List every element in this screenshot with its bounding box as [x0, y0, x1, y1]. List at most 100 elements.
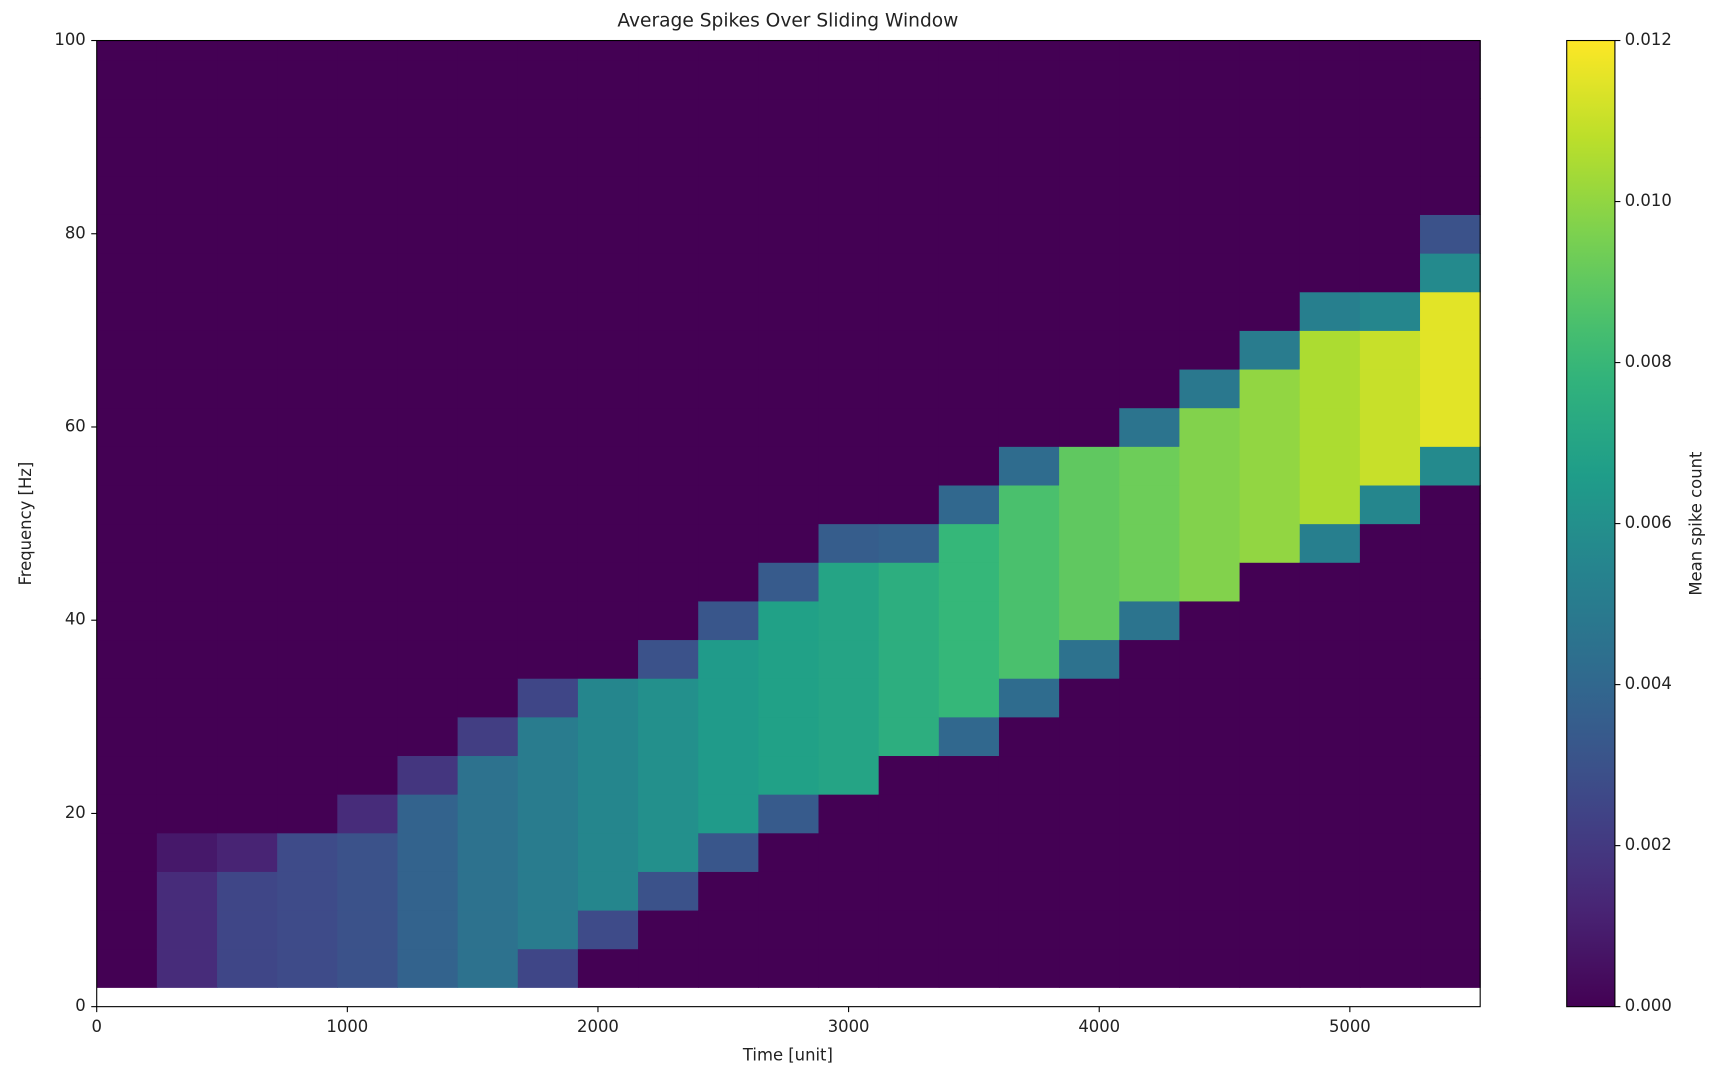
heatmap-cell [1119, 562, 1180, 601]
heatmap-cell [1360, 678, 1421, 717]
heatmap-cell [1179, 330, 1240, 369]
colorbar-tick-label: 0.012 [1625, 30, 1672, 49]
heatmap-cell [458, 137, 519, 176]
heatmap-cell [337, 137, 398, 176]
heatmap-cell [1300, 214, 1361, 253]
heatmap-cell [458, 910, 519, 949]
heatmap-cell [97, 330, 158, 369]
heatmap-cell [578, 871, 639, 910]
heatmap-cell [1059, 60, 1120, 99]
heatmap-cell [397, 369, 458, 408]
heatmap-cell [578, 794, 639, 833]
heatmap-cell [1420, 678, 1481, 717]
heatmap-cell [217, 640, 278, 679]
chart: Average Spikes Over Sliding Window Time … [0, 0, 1716, 1068]
heatmap-cell [638, 446, 699, 485]
heatmap-cell [518, 176, 579, 215]
heatmap-cell [698, 640, 759, 679]
heatmap-cell [879, 678, 940, 717]
heatmap-cell [1360, 369, 1421, 408]
heatmap-cell [1300, 640, 1361, 679]
colorbar-tick-label: 0.004 [1625, 674, 1672, 693]
heatmap-cell [758, 717, 819, 756]
heatmap-cell [1420, 562, 1481, 601]
heatmap-cell [1179, 871, 1240, 910]
heatmap-cell [999, 253, 1060, 292]
y-tick-label: 40 [65, 610, 86, 629]
heatmap-cell [1300, 330, 1361, 369]
heatmap-cell [879, 794, 940, 833]
heatmap-cell [1179, 408, 1240, 447]
heatmap-cell [698, 949, 759, 988]
heatmap-cell [638, 60, 699, 99]
heatmap-cell [157, 41, 218, 61]
heatmap-cell [819, 949, 880, 988]
heatmap-cell [518, 794, 579, 833]
heatmap-cell [638, 330, 699, 369]
heatmap-cell [879, 562, 940, 601]
heatmap-cell [458, 60, 519, 99]
heatmap-cell [1300, 60, 1361, 99]
heatmap-cell [638, 949, 699, 988]
heatmap-cell [1360, 292, 1421, 331]
heatmap-cell [1420, 755, 1481, 794]
heatmap-cell [698, 833, 759, 872]
heatmap-cell [819, 833, 880, 872]
heatmap-cell [397, 98, 458, 137]
colorbar [1567, 41, 1615, 1007]
heatmap-cell [999, 717, 1060, 756]
heatmap-cell [97, 214, 158, 253]
heatmap-cell [999, 98, 1060, 137]
heatmap-cell [277, 601, 338, 640]
heatmap-cell [1119, 717, 1180, 756]
y-tick-label: 0 [75, 996, 85, 1015]
heatmap-cell [999, 678, 1060, 717]
heatmap-cell [458, 369, 519, 408]
heatmap-cell [1119, 678, 1180, 717]
heatmap-cell [397, 176, 458, 215]
heatmap-cell [397, 601, 458, 640]
heatmap-cell [939, 98, 1000, 137]
heatmap-cell [879, 949, 940, 988]
heatmap-cell [1059, 137, 1120, 176]
heatmap-cell [97, 910, 158, 949]
heatmap-cell [1300, 446, 1361, 485]
heatmap-cell [638, 601, 699, 640]
heatmap-cell [638, 369, 699, 408]
heatmap-cell [1119, 41, 1180, 61]
heatmap-cell [1059, 369, 1120, 408]
heatmap-cell [939, 214, 1000, 253]
heatmap-cell [458, 562, 519, 601]
heatmap-cell [217, 292, 278, 331]
heatmap-cell [217, 678, 278, 717]
heatmap-cell [1059, 755, 1120, 794]
heatmap-cell [638, 871, 699, 910]
heatmap-cell [97, 755, 158, 794]
heatmap-cell [1059, 601, 1120, 640]
heatmap-cell [1240, 292, 1301, 331]
heatmap-cell [698, 871, 759, 910]
heatmap-cell [1360, 98, 1421, 137]
colorbar-tick-label: 0.006 [1625, 513, 1672, 532]
heatmap-cell [458, 755, 519, 794]
heatmap-cell [1119, 330, 1180, 369]
heatmap-cell [97, 949, 158, 988]
heatmap-cell [578, 214, 639, 253]
heatmap-cell [578, 755, 639, 794]
heatmap-cell [157, 601, 218, 640]
heatmap-cell [1119, 640, 1180, 679]
heatmap-cell [999, 446, 1060, 485]
heatmap-cell [277, 330, 338, 369]
heatmap-cell [1240, 871, 1301, 910]
heatmap-cell [1360, 871, 1421, 910]
heatmap-cell [1119, 601, 1180, 640]
y-tick-label: 20 [65, 803, 86, 822]
heatmap-cell [518, 98, 579, 137]
heatmap-cell [1179, 137, 1240, 176]
heatmap-cell [458, 601, 519, 640]
heatmap-cell [1240, 794, 1301, 833]
heatmap-cell [879, 601, 940, 640]
heatmap-cell [1059, 214, 1120, 253]
heatmap-cell [879, 369, 940, 408]
heatmap-cell [698, 60, 759, 99]
